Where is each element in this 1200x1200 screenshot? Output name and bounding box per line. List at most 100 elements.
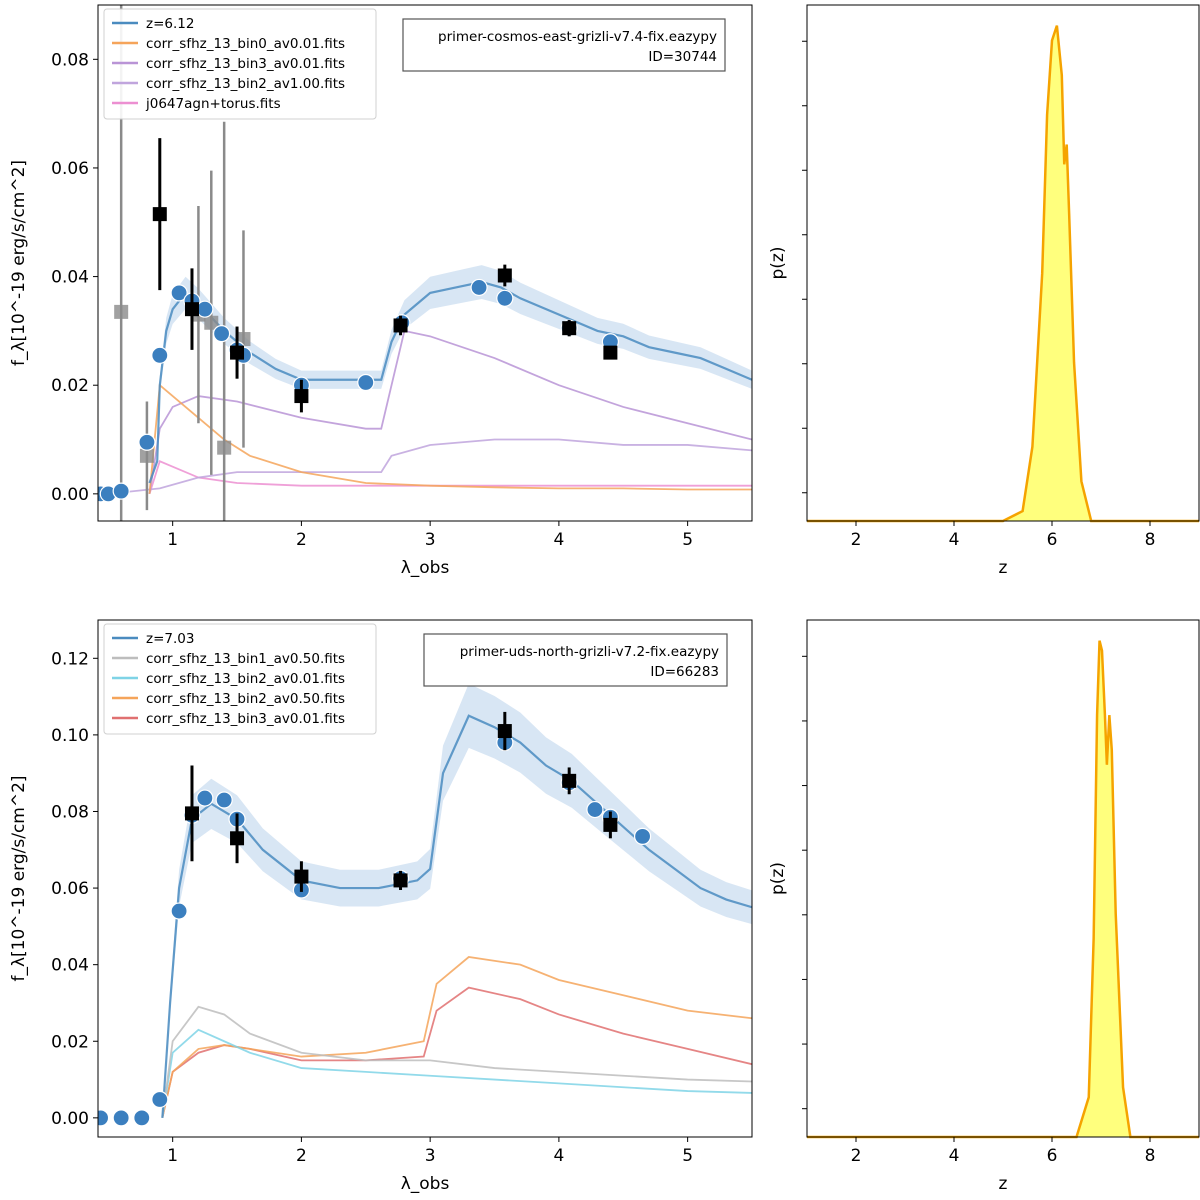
model-photometry-point xyxy=(112,1109,130,1127)
model-photometry-point xyxy=(212,325,231,343)
legend-entry: corr_sfhz_13_bin3_av0.01.fits xyxy=(146,56,345,72)
faint-observed-point xyxy=(204,315,219,330)
x-tick-label: 6 xyxy=(1047,1146,1058,1166)
y-tick-label: 0.06 xyxy=(51,159,89,179)
model-photometry-point xyxy=(170,284,188,302)
model-photometry-point xyxy=(215,791,233,809)
y-tick-label: 0.04 xyxy=(51,268,89,288)
x-axis-label: z xyxy=(999,1174,1008,1194)
model-photometry-point xyxy=(357,373,375,392)
model-photometry-point xyxy=(133,1109,151,1127)
faint-observed-point xyxy=(217,440,232,455)
y-tick-label: 0.08 xyxy=(51,50,89,70)
series-line-0 xyxy=(161,714,752,1118)
y-tick-label: 0.02 xyxy=(51,376,89,396)
pz-line xyxy=(807,640,1199,1139)
model-photometry-point xyxy=(586,800,604,819)
model-photometry-point xyxy=(633,827,652,845)
y-tick-label: 0.04 xyxy=(51,956,89,976)
model-photometry-point xyxy=(196,300,214,318)
faint-observed-point xyxy=(139,448,154,463)
observed-point xyxy=(294,389,309,404)
y-tick-label: 0.00 xyxy=(51,1109,89,1129)
pz-plot-bottom: 2 4 6 8 z p(z) xyxy=(768,619,1200,1194)
model-photometry-point xyxy=(151,346,169,364)
axes-frame xyxy=(806,4,1200,522)
x-axis-label: z xyxy=(999,558,1008,578)
model-uncertainty-band xyxy=(149,265,752,484)
y-axis-label: f_λ[10^-19 erg/s/cm^2] xyxy=(9,160,29,366)
series-line-2 xyxy=(148,329,752,494)
x-tick-label: 5 xyxy=(682,1146,693,1166)
y-tick-label: 0.00 xyxy=(51,485,89,505)
observed-point xyxy=(393,873,408,888)
observed-point xyxy=(230,831,245,846)
x-tick-label: 8 xyxy=(1145,530,1156,550)
observed-point xyxy=(562,321,577,336)
model-photometry-point xyxy=(470,278,488,297)
x-tick-label: 1 xyxy=(167,530,178,550)
legend-entry: z=6.12 xyxy=(146,16,194,32)
pz-plot-top: 2 4 6 8 z p(z) xyxy=(768,4,1200,578)
series-line-4 xyxy=(148,460,752,495)
series-line-1 xyxy=(148,383,752,494)
model-photometry-point xyxy=(138,433,156,451)
series-line-2 xyxy=(161,1028,752,1118)
legend: z=7.03 corr_sfhz_13_bin1_av0.50.fits corr_… xyxy=(103,623,377,735)
x-tick-label: 4 xyxy=(949,530,960,550)
x-tick-label: 2 xyxy=(296,1146,307,1166)
observed-point xyxy=(230,345,245,360)
observed-point xyxy=(603,817,618,832)
legend-entry: corr_sfhz_13_bin2_av1.00.fits xyxy=(146,76,345,92)
x-axis-label: λ_obs xyxy=(401,1174,450,1194)
y-tick-label: 0.06 xyxy=(51,879,89,899)
legend-box xyxy=(103,623,377,735)
legend-box xyxy=(103,8,377,120)
x-tick-label: 3 xyxy=(425,1146,436,1166)
faint-observed-point xyxy=(114,304,129,319)
observed-point xyxy=(497,268,512,283)
series-line-3 xyxy=(108,438,752,495)
observed-point xyxy=(152,207,167,222)
observed-point xyxy=(562,773,577,788)
series-line-1 xyxy=(161,1005,752,1118)
legend-entry: corr_sfhz_13_bin2_av0.01.fits xyxy=(146,671,345,687)
annotation-box xyxy=(423,633,728,687)
axes-frame xyxy=(97,619,753,1138)
plot-area xyxy=(98,683,752,1127)
observed-point xyxy=(497,724,512,739)
model-uncertainty-band xyxy=(162,683,752,1118)
y-axis-label: p(z) xyxy=(768,247,788,280)
sed-plot-top: 1 2 3 4 5 0.00 0.02 0.04 0.06 0.08 λ_obs f_λ[10^-19… xyxy=(9,4,753,578)
pz-fill xyxy=(807,640,1199,1137)
plot-area xyxy=(98,5,752,521)
annotation-name: primer-cosmos-east-grizli-v7.4-fix.eazyp… xyxy=(438,29,717,45)
legend: z=6.12 corr_sfhz_13_bin0_av0.01.fits corr_… xyxy=(103,8,377,120)
model-photometry-point xyxy=(151,1090,169,1109)
x-tick-label: 1 xyxy=(167,1146,178,1166)
legend-entry: corr_sfhz_13_bin1_av0.50.fits xyxy=(146,651,345,667)
legend-entry: z=7.03 xyxy=(146,631,194,647)
annotation-id: ID=66283 xyxy=(650,664,719,680)
observed-point xyxy=(184,806,199,821)
x-axis-label: λ_obs xyxy=(401,558,450,578)
x-tick-label: 2 xyxy=(851,530,862,550)
annotation-name: primer-uds-north-grizli-v7.2-fix.eazypy xyxy=(460,644,719,660)
x-tick-label: 4 xyxy=(553,1146,564,1166)
pz-line xyxy=(807,25,1199,523)
model-photometry-point xyxy=(98,1109,110,1127)
y-tick-label: 0.02 xyxy=(51,1032,89,1052)
x-tick-label: 3 xyxy=(425,530,436,550)
model-photometry-point xyxy=(496,289,514,307)
y-tick-label: 0.10 xyxy=(51,726,89,746)
annotation-box xyxy=(402,18,726,72)
model-photometry-point xyxy=(196,789,214,807)
series-line-4 xyxy=(161,986,752,1119)
x-tick-label: 4 xyxy=(553,530,564,550)
y-axis-label: f_λ[10^-19 erg/s/cm^2] xyxy=(9,775,29,981)
sed-plot-bottom: 1 2 3 4 5 0.00 0.02 0.04 0.06 0.08 0.10 0.12 λ_obs f_… xyxy=(9,619,753,1194)
observed-point xyxy=(184,302,199,317)
y-tick-label: 0.08 xyxy=(51,802,89,822)
legend-entry: corr_sfhz_13_bin2_av0.50.fits xyxy=(146,691,345,707)
